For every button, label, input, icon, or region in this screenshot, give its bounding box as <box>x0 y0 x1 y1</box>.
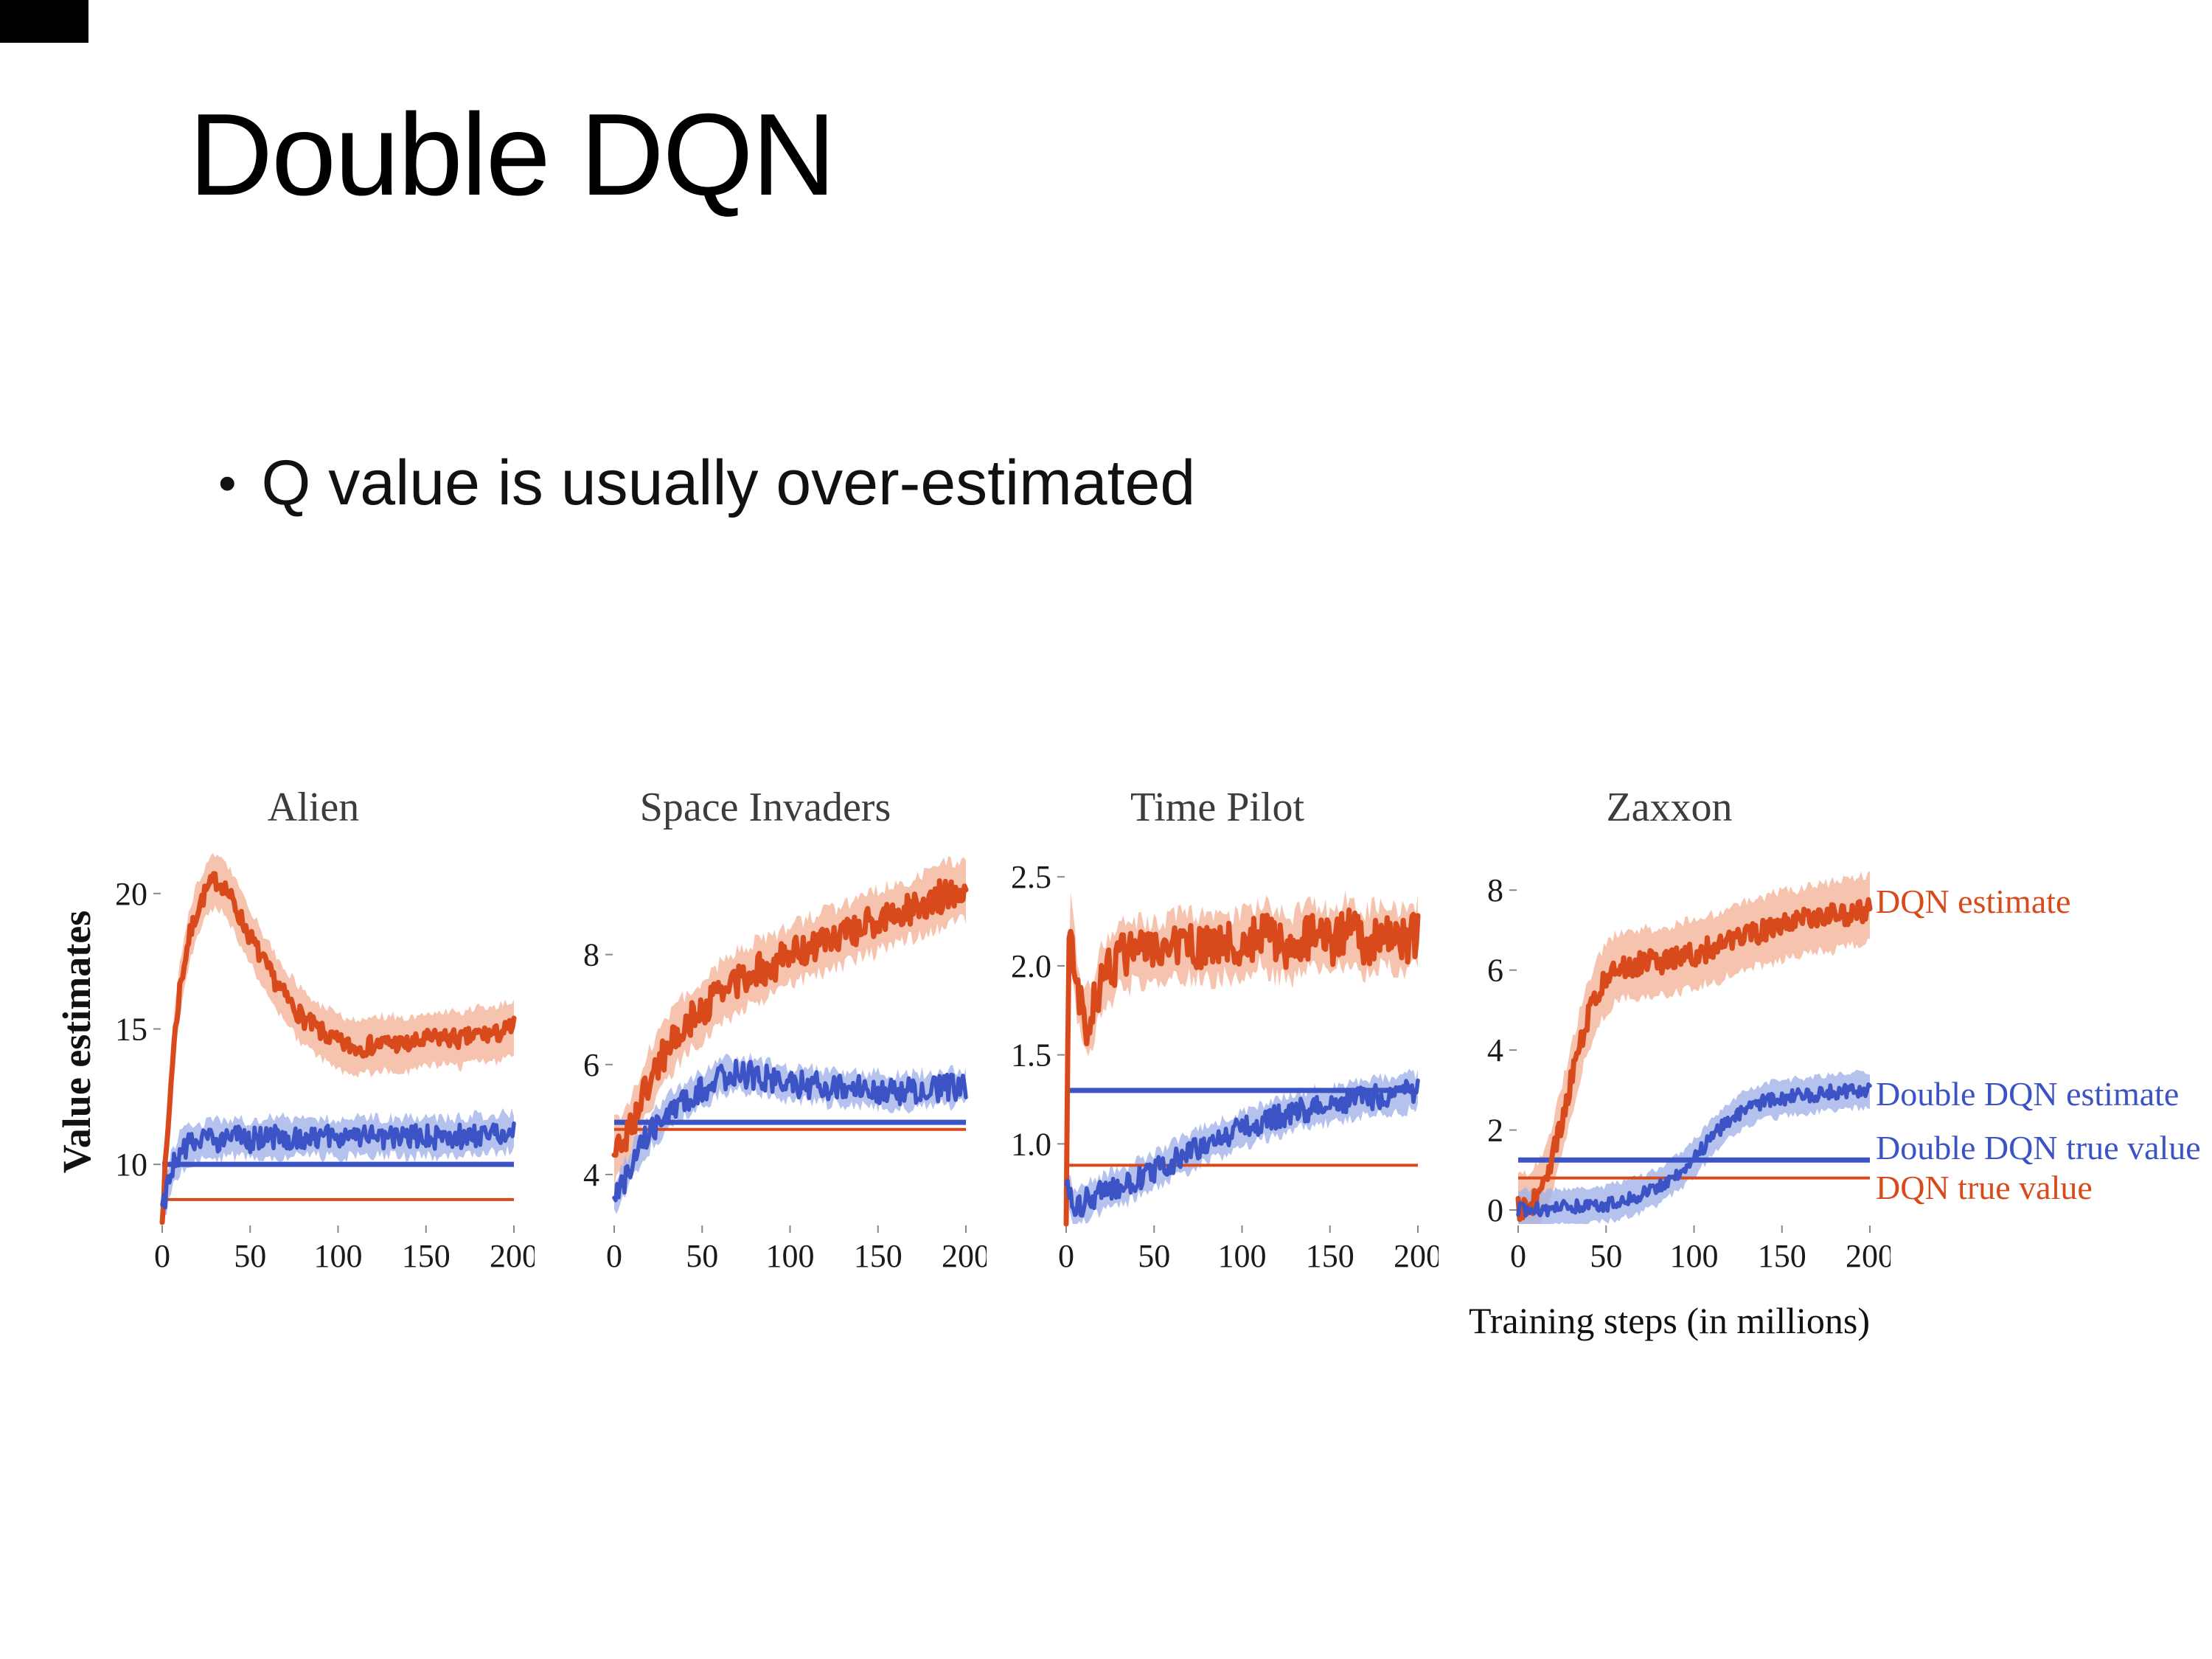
bullet-icon: • <box>218 454 237 512</box>
svg-text:10: 10 <box>115 1147 147 1183</box>
chart-title-space-invaders: Space Invaders <box>639 785 891 830</box>
svg-text:200: 200 <box>490 1238 535 1274</box>
svg-text:20: 20 <box>115 876 147 912</box>
legend-dqn-true: DQN true value <box>1876 1169 2093 1207</box>
svg-text:150: 150 <box>402 1238 451 1274</box>
svg-text:100: 100 <box>1670 1238 1719 1274</box>
chart-title-zaxxon: Zaxxon <box>1606 785 1733 830</box>
svg-text:100: 100 <box>314 1238 363 1274</box>
svg-text:2: 2 <box>1487 1113 1503 1149</box>
chart-panel-space-invaders: Space Invaders 4 6 8 0 50 100 150 200 <box>544 782 987 1298</box>
svg-text:8: 8 <box>583 937 599 973</box>
chart-title-time-pilot: Time Pilot <box>1130 785 1305 830</box>
bullet-text: Q value is usually over-estimated <box>261 448 1196 518</box>
svg-text:6: 6 <box>1487 953 1503 989</box>
space-invaders-plot: 4 6 8 0 50 100 150 200 <box>583 856 987 1274</box>
chart-panel-zaxxon: Zaxxon 0 2 4 6 8 0 50 100 150 200 <box>1448 782 1891 1298</box>
svg-text:200: 200 <box>942 1238 987 1274</box>
svg-text:0: 0 <box>1058 1238 1074 1274</box>
legend-double-dqn-estimate: Double DQN estimate <box>1876 1074 2180 1113</box>
svg-text:150: 150 <box>854 1238 902 1274</box>
svg-text:50: 50 <box>1138 1238 1170 1274</box>
chart-title-alien: Alien <box>267 785 360 830</box>
svg-text:2.5: 2.5 <box>1011 859 1051 895</box>
x-axis-label: Training steps (in millions) <box>1468 1300 1871 1341</box>
svg-text:2.0: 2.0 <box>1011 948 1051 984</box>
slide-title: Double DQN <box>189 90 836 220</box>
time-pilot-plot: 1.0 1.5 2.0 2.5 0 50 100 150 200 <box>1011 859 1439 1274</box>
figure: Value estimates Alien 10 15 20 0 50 100 150 200… <box>52 782 2212 1386</box>
svg-text:100: 100 <box>766 1238 815 1274</box>
svg-text:200: 200 <box>1394 1238 1439 1274</box>
bullet-item: • Q value is usually over-estimated <box>218 442 1195 524</box>
svg-text:50: 50 <box>1590 1238 1622 1274</box>
svg-text:0: 0 <box>154 1238 170 1274</box>
svg-text:4: 4 <box>1487 1032 1503 1068</box>
legend-double-dqn-true: Double DQN true value <box>1876 1128 2201 1166</box>
svg-text:0: 0 <box>606 1238 622 1274</box>
svg-text:15: 15 <box>115 1011 147 1047</box>
legend-dqn-estimate: DQN estimate <box>1876 883 2071 921</box>
svg-text:150: 150 <box>1306 1238 1354 1274</box>
svg-text:50: 50 <box>686 1238 718 1274</box>
svg-text:1.5: 1.5 <box>1011 1037 1051 1074</box>
zaxxon-plot: 0 2 4 6 8 0 50 100 150 200 <box>1487 871 1891 1274</box>
svg-text:100: 100 <box>1218 1238 1267 1274</box>
chart-panel-alien: Alien 10 15 20 0 50 100 150 200 <box>92 782 535 1298</box>
svg-text:6: 6 <box>583 1047 599 1083</box>
svg-text:50: 50 <box>234 1238 266 1274</box>
chart-panel-time-pilot: Time Pilot 1.0 1.5 2.0 2.5 0 50 100 150 200 <box>996 782 1439 1298</box>
svg-text:0: 0 <box>1510 1238 1526 1274</box>
svg-text:1.0: 1.0 <box>1011 1126 1051 1162</box>
svg-text:200: 200 <box>1846 1238 1891 1274</box>
svg-text:0: 0 <box>1487 1192 1503 1228</box>
svg-text:4: 4 <box>583 1157 599 1193</box>
svg-text:8: 8 <box>1487 872 1503 908</box>
svg-text:150: 150 <box>1758 1238 1806 1274</box>
corner-marker <box>0 0 88 43</box>
